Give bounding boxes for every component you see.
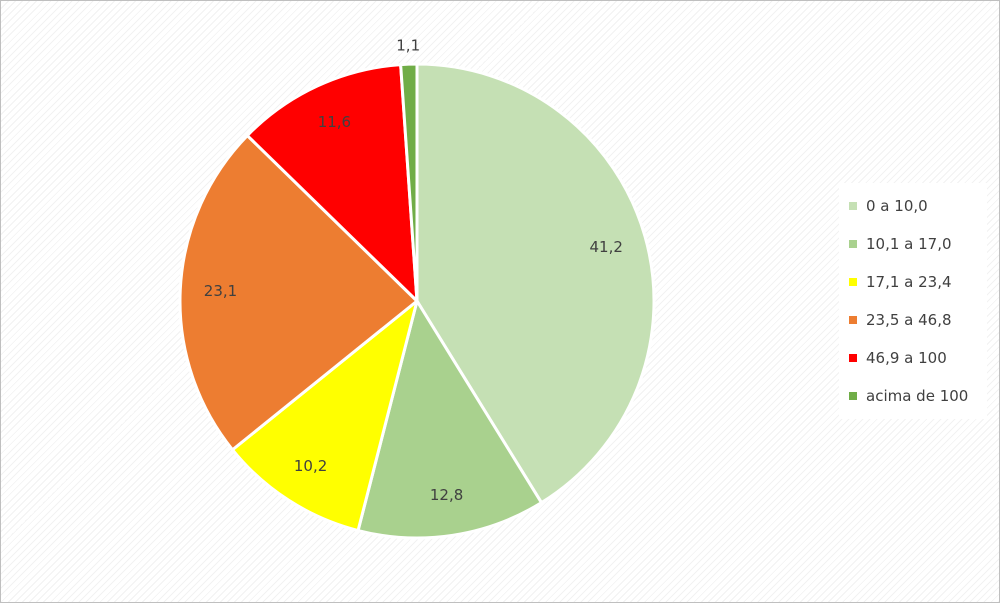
pie-slice: [399, 62, 419, 303]
legend-swatch: [849, 240, 857, 248]
legend-item: 46,9 a 100: [839, 339, 987, 377]
pie-slice: [356, 299, 543, 540]
legend-label: 17,1 a 23,4: [866, 273, 952, 291]
legend-swatch: [849, 202, 857, 210]
legend: 0 a 10,0 10,1 a 17,0 17,1 a 23,4 23,5 a 46,…: [839, 183, 987, 419]
data-label: 11,6: [318, 113, 351, 131]
data-label: 12,8: [430, 486, 463, 504]
legend-label: 23,5 a 46,8: [866, 311, 952, 329]
legend-swatch: [849, 392, 857, 400]
legend-item: acima de 100: [839, 377, 987, 415]
legend-item: 0 a 10,0: [839, 187, 987, 225]
legend-label: 46,9 a 100: [866, 349, 947, 367]
legend-swatch: [849, 354, 857, 362]
legend-label: 0 a 10,0: [866, 197, 928, 215]
pie-data-labels: 41,2 12,8 10,2 23,1 11,6 1,1: [204, 37, 623, 504]
pie-slice: [415, 62, 656, 505]
legend-label: acima de 100: [866, 387, 969, 405]
data-label: 1,1: [396, 37, 420, 55]
pie-slice: [231, 299, 419, 533]
pie-slice: [178, 134, 419, 452]
legend-item: 10,1 a 17,0: [839, 225, 987, 263]
legend-swatch: [849, 278, 857, 286]
data-label: 41,2: [589, 238, 622, 256]
data-label: 10,2: [294, 457, 327, 475]
legend-label: 10,1 a 17,0: [866, 235, 952, 253]
pie-slices: [178, 62, 656, 540]
data-label: 23,1: [204, 282, 237, 300]
legend-item: 23,5 a 46,8: [839, 301, 987, 339]
legend-swatch: [849, 316, 857, 324]
legend-item: 17,1 a 23,4: [839, 263, 987, 301]
pie-slice: [245, 63, 419, 303]
